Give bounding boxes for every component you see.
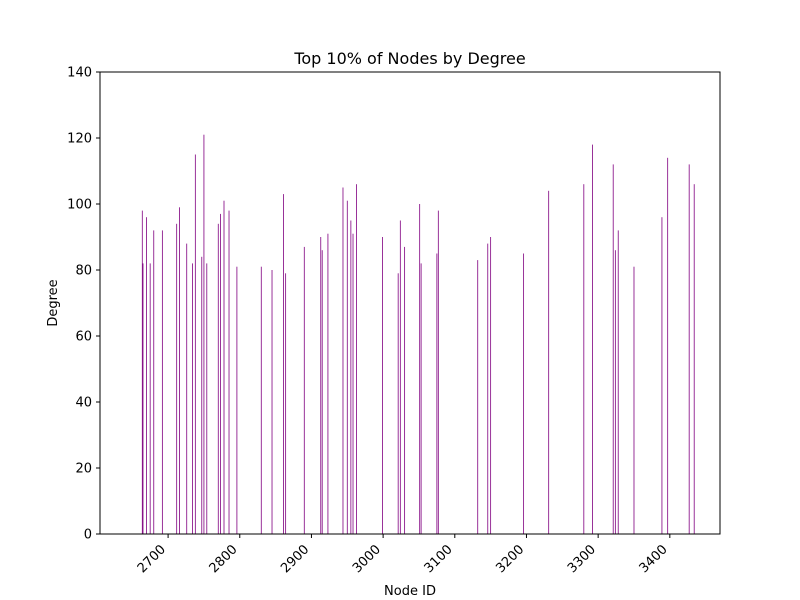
bar-2734 (192, 263, 193, 534)
bar-3150 (490, 237, 492, 534)
bar-3434 (693, 184, 695, 534)
bar-3280 (583, 184, 585, 534)
bar-2950 (346, 200, 348, 534)
bar-3328 (617, 230, 619, 534)
bar-2958 (352, 233, 354, 534)
bar-3075 (436, 253, 438, 534)
bar-2712 (176, 223, 178, 535)
bar-3292 (592, 144, 593, 534)
bar-3021 (397, 273, 399, 534)
bar-2680 (153, 230, 155, 534)
bar-2778 (223, 200, 225, 534)
bar-3231 (548, 190, 550, 535)
y-tick-label: 20 (75, 462, 92, 477)
bar-2664 (141, 210, 143, 534)
bar-3053 (420, 263, 422, 534)
bar-2861 (283, 194, 284, 534)
y-tick-label: 100 (67, 198, 92, 213)
bar-3132 (477, 260, 479, 534)
bar-3427 (688, 164, 690, 534)
bar-2796 (236, 266, 238, 534)
bar-2963 (356, 184, 357, 534)
y-axis-ticks: 0 20 40 60 80 100 120 140 (67, 66, 100, 543)
bar-2785 (228, 210, 230, 534)
bar-2670 (146, 217, 147, 534)
bar-2944 (342, 187, 344, 534)
bar-3030 (404, 246, 406, 534)
bar-2999 (382, 237, 383, 534)
bar-2747 (201, 256, 203, 534)
y-tick-label: 60 (75, 330, 92, 345)
y-tick-label: 80 (75, 264, 92, 279)
bar-2913 (320, 237, 322, 534)
bar-2665 (142, 263, 144, 534)
bar-3397 (667, 157, 669, 535)
bar-3051 (419, 204, 421, 534)
chart-title: Top 10% of Nodes by Degree (293, 49, 525, 68)
bar-2726 (186, 243, 188, 534)
bar-2915 (321, 250, 323, 534)
bars-group (141, 134, 695, 535)
bar-2830 (260, 266, 262, 534)
bar-3321 (612, 164, 614, 534)
bar-2773 (220, 213, 221, 534)
bar-2750 (203, 134, 205, 534)
bar-3077 (437, 210, 439, 534)
bar-2738 (194, 154, 196, 534)
plot-frame (99, 71, 721, 535)
bar-2864 (285, 273, 287, 534)
bar-2955 (350, 220, 352, 534)
y-axis-label: Degree (46, 279, 61, 326)
bar-3146 (487, 243, 489, 534)
y-tick-label: 0 (84, 528, 92, 543)
x-axis-label: Node ID (384, 584, 436, 599)
bar-2770 (217, 223, 219, 535)
bar-3324 (614, 250, 616, 534)
bar-3389 (661, 217, 663, 534)
bar-2716 (179, 207, 180, 535)
bar-2845 (271, 270, 273, 534)
bar-3024 (399, 220, 401, 534)
bar-2754 (206, 263, 208, 534)
bar-2692 (161, 230, 163, 534)
y-tick-label: 120 (67, 132, 92, 147)
bar-3350 (633, 266, 635, 534)
bar-2923 (327, 233, 329, 534)
y-tick-label: 140 (67, 66, 92, 81)
bar-3196 (523, 253, 525, 534)
bar-2890 (303, 246, 305, 534)
bar-2675 (149, 263, 151, 534)
y-tick-label: 40 (75, 396, 92, 411)
